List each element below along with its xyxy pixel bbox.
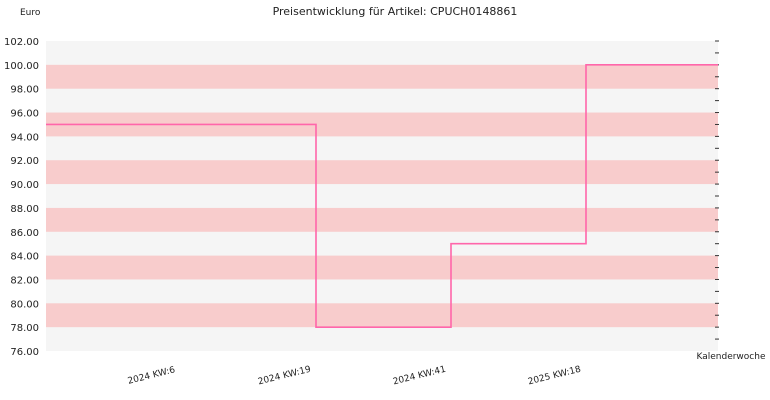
plot-band [46,207,718,232]
plot-band [46,64,718,89]
right-minor-ticks [715,40,719,340]
y-tick-label: 80.00 [10,299,39,310]
y-tick-label: 96.00 [10,109,39,120]
y-tick-label: 94.00 [10,132,39,143]
y-tick-label: 84.00 [10,252,39,263]
x-axis-label: Kalenderwoche [696,352,765,362]
x-axis-ticks: 2024 KW:6 2024 KW:19 2024 KW:41 2025 KW:18 [127,365,583,388]
y-tick-label: 78.00 [10,323,39,334]
y-tick-label: 102.00 [4,37,39,48]
plot-band [46,112,718,137]
plot-band [46,303,718,328]
y-tick-label: 100.00 [4,61,39,72]
y-tick-label: 92.00 [10,156,39,167]
y-tick-label: 82.00 [10,275,39,286]
y-tick-label: 90.00 [10,180,39,191]
price-series-line [46,64,718,328]
y-tick-label: 88.00 [10,204,39,215]
plot-background-bands [46,41,718,351]
plot-band [46,255,718,280]
y-tick-label: 86.00 [10,228,39,239]
x-tick-label: 2024 KW:19 [257,365,312,388]
y-axis-ticks: 76.00 78.00 80.00 82.00 84.00 86.00 88.00 90.00… [4,37,39,358]
y-tick-label: 98.00 [10,85,39,96]
chart-title: Preisentwicklung für Artikel: CPUCH01488… [273,5,518,18]
x-tick-label: 2024 KW:41 [392,365,447,388]
plot-band [46,160,718,185]
y-tick-label: 76.00 [10,347,39,358]
x-tick-label: 2025 KW:18 [527,365,582,388]
x-tick-label: 2024 KW:6 [127,365,177,386]
y-axis-label: Euro [20,8,41,18]
plot-area [46,41,718,351]
